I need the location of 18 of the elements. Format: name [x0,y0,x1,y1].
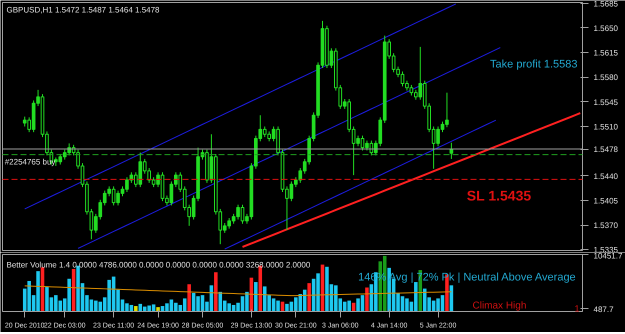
y-tick-label: 1.5370 [594,221,619,230]
y-tick-label: 1.5405 [594,196,619,206]
y-tick-label: 1.5545 [594,98,619,107]
y-tick-label: 10451.7 [594,252,623,260]
ref-line-label: SL 1.5435 [466,187,532,204]
y-tick-label: 1.5440 [594,172,619,181]
y-tick-label: 1.5685 [594,0,619,8]
y-tick-label: 1.5510 [594,122,619,132]
y-tick-label: 487.7 [594,304,614,314]
y-tick-label: 1.5580 [594,73,619,82]
y-tick-label: 1.5650 [594,24,619,33]
y-tick-label: 1.5615 [594,48,619,58]
chart-title: GBPUSD,H1 1.5472 1.5487 1.5464 1.5478 [6,6,160,14]
y-tick-label: 1.5478 [594,145,619,154]
annotation: Take profit 1.5583 [490,58,578,70]
text: Better Volume 1.4 0.0000 4786.0000 0.0000 0.0000 0.0000 0.0000 3268.0000 2.0000 [6,260,311,270]
annotation: 1 [574,304,580,314]
annotation: Climax High [472,300,526,312]
